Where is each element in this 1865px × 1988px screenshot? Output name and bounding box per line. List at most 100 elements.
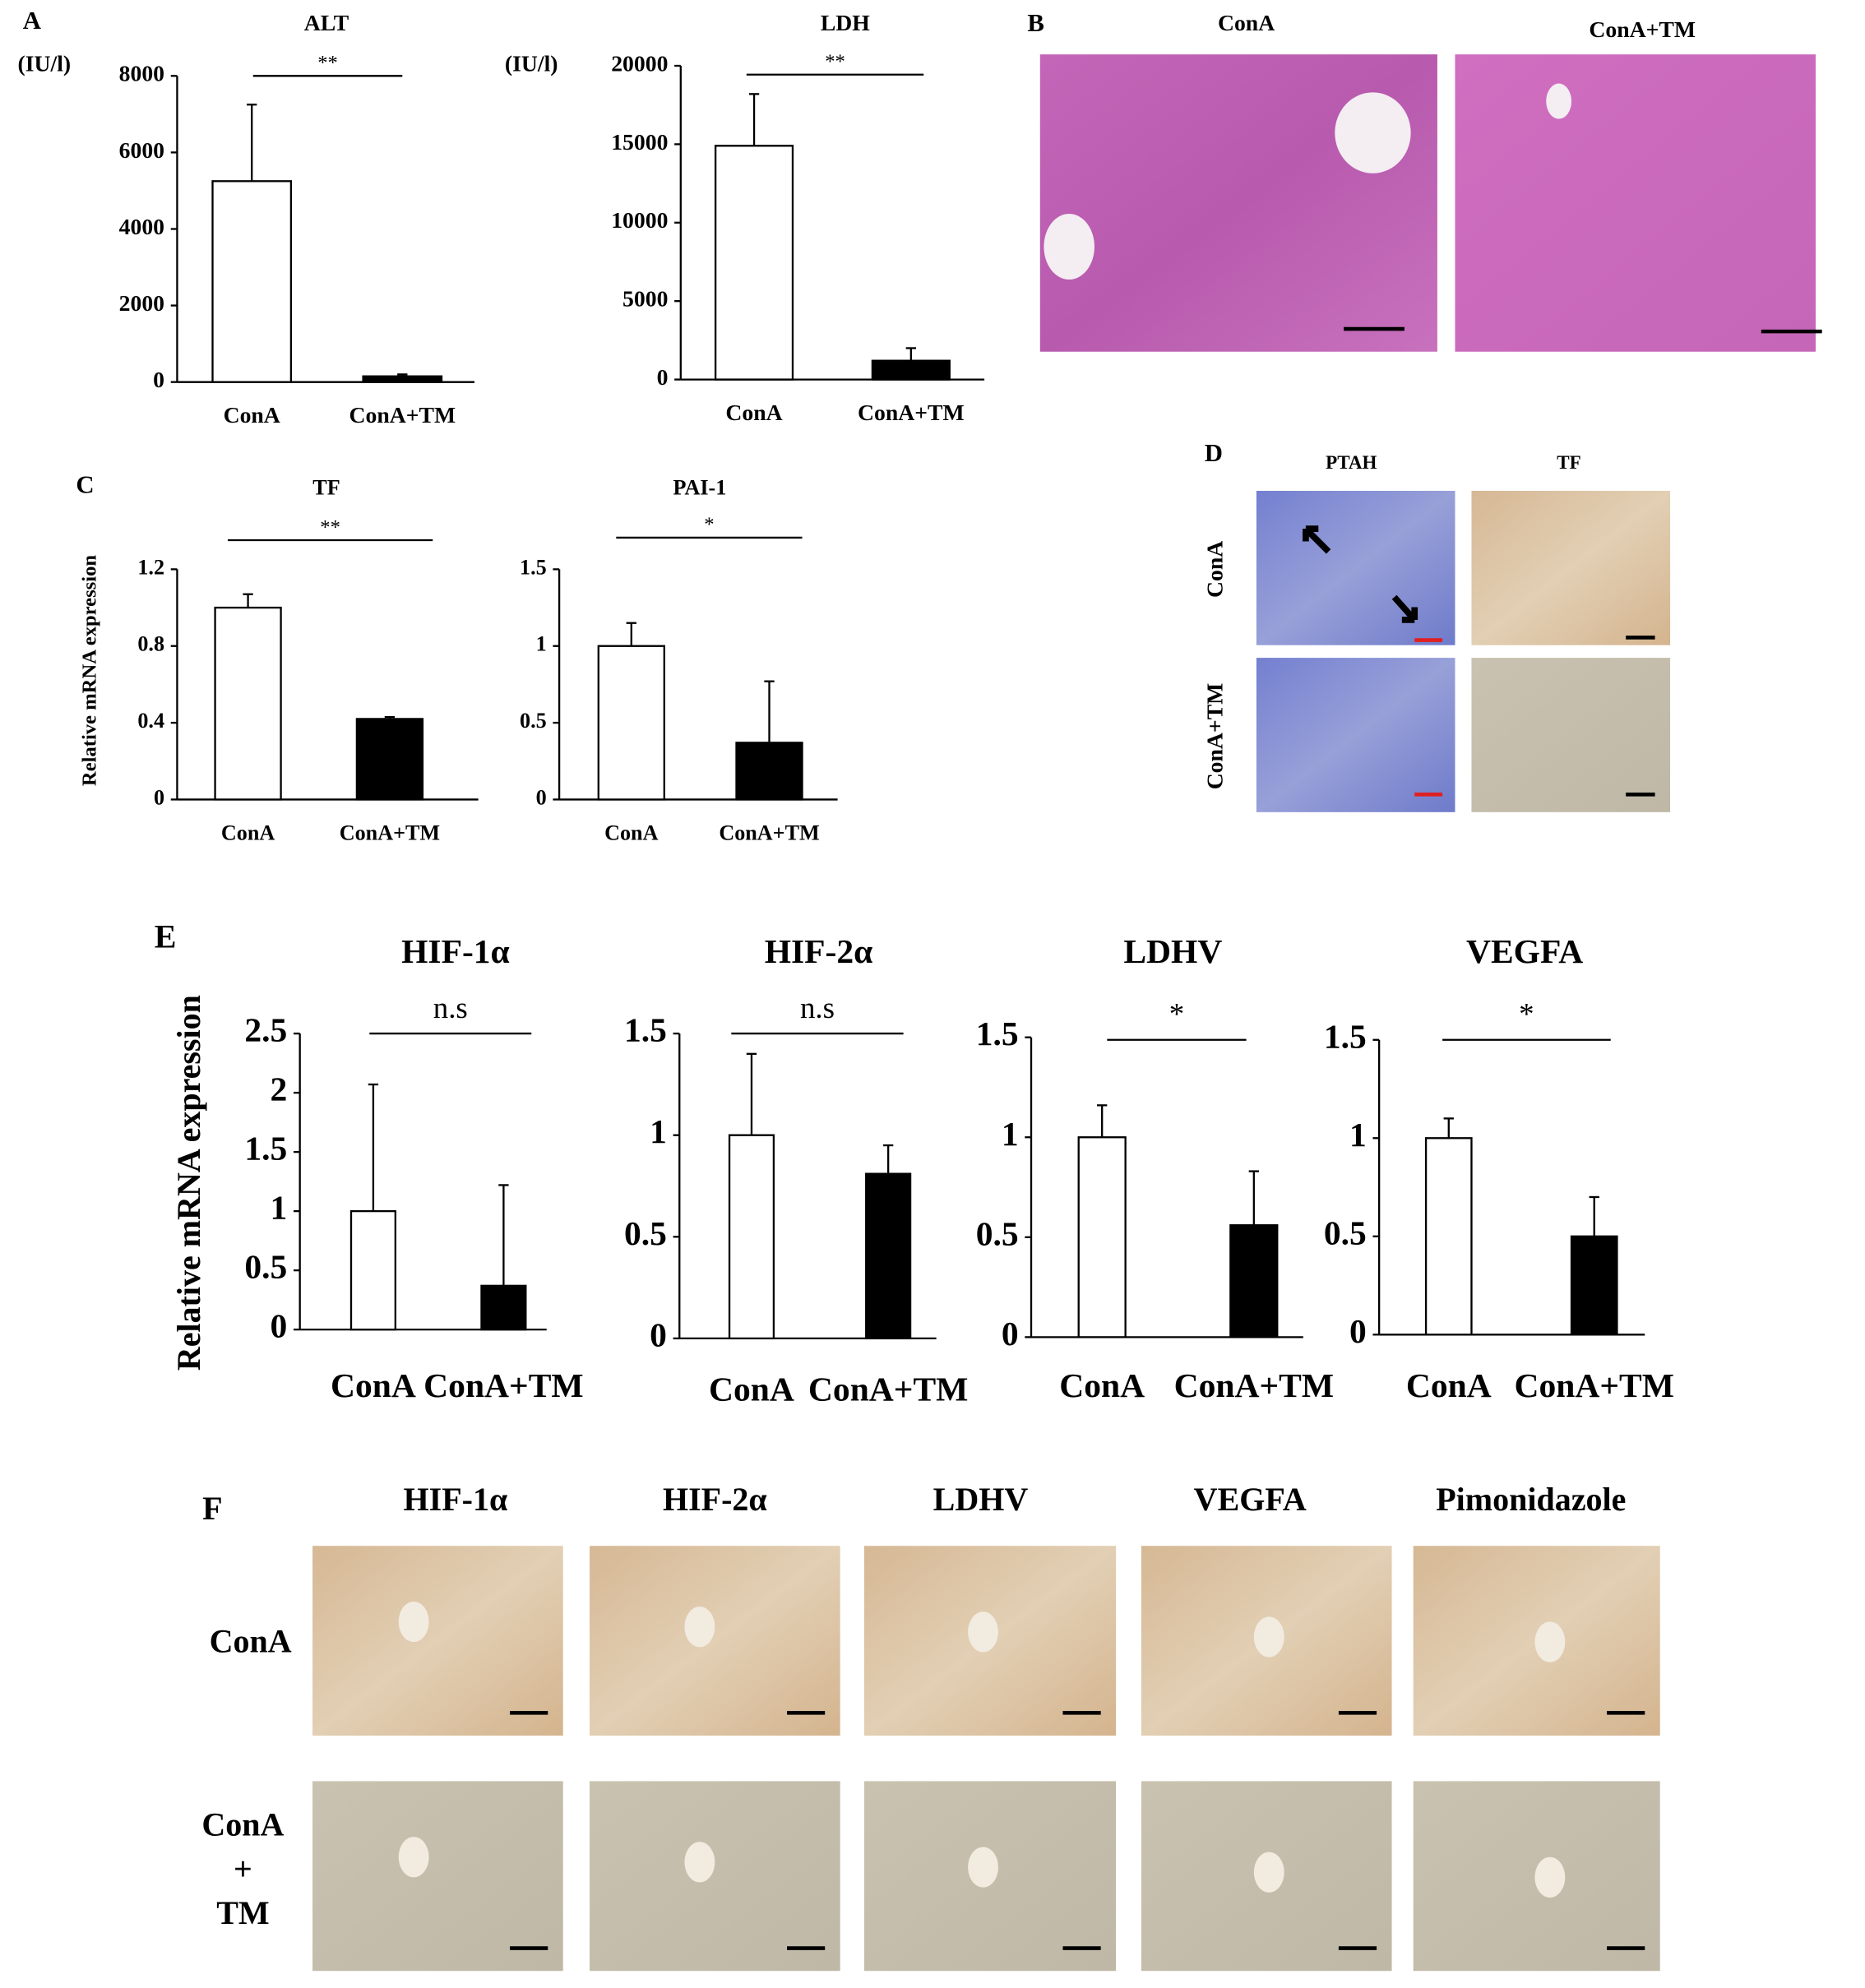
y-tick-label: 2000 — [119, 290, 164, 316]
column-label: HIF-2α — [663, 1481, 767, 1518]
x-tick-label: ConA — [1059, 1366, 1145, 1404]
bar — [480, 1284, 527, 1331]
panel-label: A — [23, 7, 41, 35]
y-tick-label: 0.5 — [1324, 1214, 1367, 1251]
chart-title: PAI-1 — [673, 475, 726, 499]
vessel — [1253, 1616, 1284, 1657]
micrograph — [1471, 490, 1671, 645]
significance-label: n.s — [433, 991, 468, 1024]
y-tick-label: 0.4 — [137, 709, 164, 733]
vessel — [1534, 1621, 1566, 1662]
significance-label: * — [1169, 997, 1184, 1031]
y-tick-label: 0 — [271, 1307, 288, 1345]
panel-label: C — [76, 470, 94, 498]
y-tick-label: 1.5 — [976, 1015, 1019, 1052]
micrograph — [590, 1781, 840, 1972]
y-tick-label: 0 — [1002, 1315, 1019, 1352]
x-tick-label: ConA — [1406, 1366, 1492, 1404]
chart-title: HIF-1α — [401, 932, 510, 970]
y-tick-label: 0.5 — [244, 1248, 287, 1286]
y-tick-label: 1.5 — [1324, 1017, 1367, 1055]
chart: HIF-1α Relative mRNA expression 0 0.5 1 1.5 2 2… — [170, 932, 584, 1404]
bar — [728, 1134, 775, 1340]
significance-label: ** — [320, 516, 340, 539]
panel-label: E — [155, 918, 177, 955]
micrograph — [590, 1546, 840, 1736]
micrograph — [1256, 658, 1455, 812]
y-tick-label: 0 — [657, 364, 669, 390]
significance-label: ** — [825, 51, 845, 73]
bar — [735, 742, 803, 801]
vessel — [968, 1847, 999, 1888]
chart: LDHV 0 0.5 1 1.5 ConA ConA+TM * — [976, 932, 1334, 1404]
row-label: ConA — [210, 1622, 292, 1659]
chart-title: VEGFA — [1466, 932, 1583, 970]
x-tick-label: ConA — [224, 402, 280, 428]
significance-label: n.s — [800, 991, 835, 1024]
x-tick-label: ConA+TM — [858, 400, 965, 425]
vessel — [1253, 1852, 1284, 1893]
vessel — [968, 1611, 999, 1653]
chart-title: HIF-2α — [765, 932, 873, 970]
micrograph — [1455, 54, 1816, 352]
panel-label: D — [1205, 439, 1223, 467]
column-label: ConA+TM — [1589, 16, 1696, 42]
column-label: ConA — [1218, 10, 1275, 35]
chart: PAI-1 0 0.5 1 1.5 ConA ConA+TM * — [520, 475, 838, 845]
bar — [349, 1209, 396, 1331]
x-tick-label: ConA — [725, 400, 782, 425]
bar — [211, 180, 293, 383]
bar — [714, 145, 794, 381]
significance-label: ** — [317, 52, 338, 74]
vessel — [684, 1607, 715, 1648]
y-tick-label: 0 — [154, 785, 164, 809]
micrograph — [1471, 658, 1671, 812]
bar — [1229, 1224, 1279, 1338]
y-tick-label: 0 — [153, 367, 164, 392]
y-tick-label: 1 — [271, 1189, 288, 1227]
bar — [1570, 1235, 1618, 1336]
chart: LDH (IU/l) 0 5000 10000 15000 20000 ConA ConA+TM… — [505, 10, 985, 425]
vessel — [1534, 1856, 1566, 1898]
bar — [871, 359, 951, 381]
column-label: Pimonidazole — [1436, 1481, 1626, 1518]
significance-label: * — [704, 514, 714, 536]
significance-label: * — [1519, 997, 1534, 1031]
row-label: ConA — [201, 1806, 284, 1843]
y-tick-label: 1 — [1349, 1116, 1367, 1154]
x-tick-label: ConA+TM — [1174, 1366, 1334, 1404]
y-tick-label: 8000 — [119, 61, 164, 86]
column-label: HIF-1α — [404, 1481, 508, 1518]
column-label: PTAH — [1326, 451, 1377, 473]
y-tick-label: 0.8 — [137, 632, 164, 656]
vessel — [1044, 214, 1094, 280]
bar — [214, 606, 282, 801]
column-label: VEGFA — [1194, 1481, 1307, 1518]
y-tick-label: 1.5 — [520, 555, 547, 579]
y-tick-label: 0 — [650, 1315, 667, 1353]
arrow — [1303, 525, 1331, 554]
panel-label: B — [1027, 9, 1044, 37]
row-label: ConA+TM — [1202, 683, 1228, 790]
y-tick-label: 0.5 — [624, 1214, 667, 1252]
x-tick-label: ConA+TM — [1515, 1366, 1674, 1404]
row-label: + — [234, 1850, 252, 1887]
y-axis-label: Relative mRNA expression — [170, 995, 207, 1371]
y-tick-label: 6000 — [119, 137, 164, 163]
arrow — [1391, 594, 1418, 623]
chart-title: TF — [312, 475, 340, 499]
bar — [865, 1172, 912, 1340]
x-tick-label: ConA+TM — [349, 402, 456, 428]
bar — [355, 718, 424, 801]
micrograph — [1256, 490, 1455, 645]
vessel — [1546, 83, 1572, 119]
chart-title: LDHV — [1123, 932, 1222, 970]
x-tick-label: ConA+TM — [340, 821, 440, 845]
vessel — [398, 1837, 429, 1878]
y-tick-label: 1 — [1002, 1115, 1019, 1153]
y-tick-label: 0 — [536, 785, 547, 809]
y-axis-label: Relative mRNA expression — [78, 555, 100, 786]
y-tick-label: 2 — [271, 1070, 288, 1108]
chart: VEGFA 0 0.5 1 1.5 ConA ConA+TM * — [1324, 932, 1674, 1404]
